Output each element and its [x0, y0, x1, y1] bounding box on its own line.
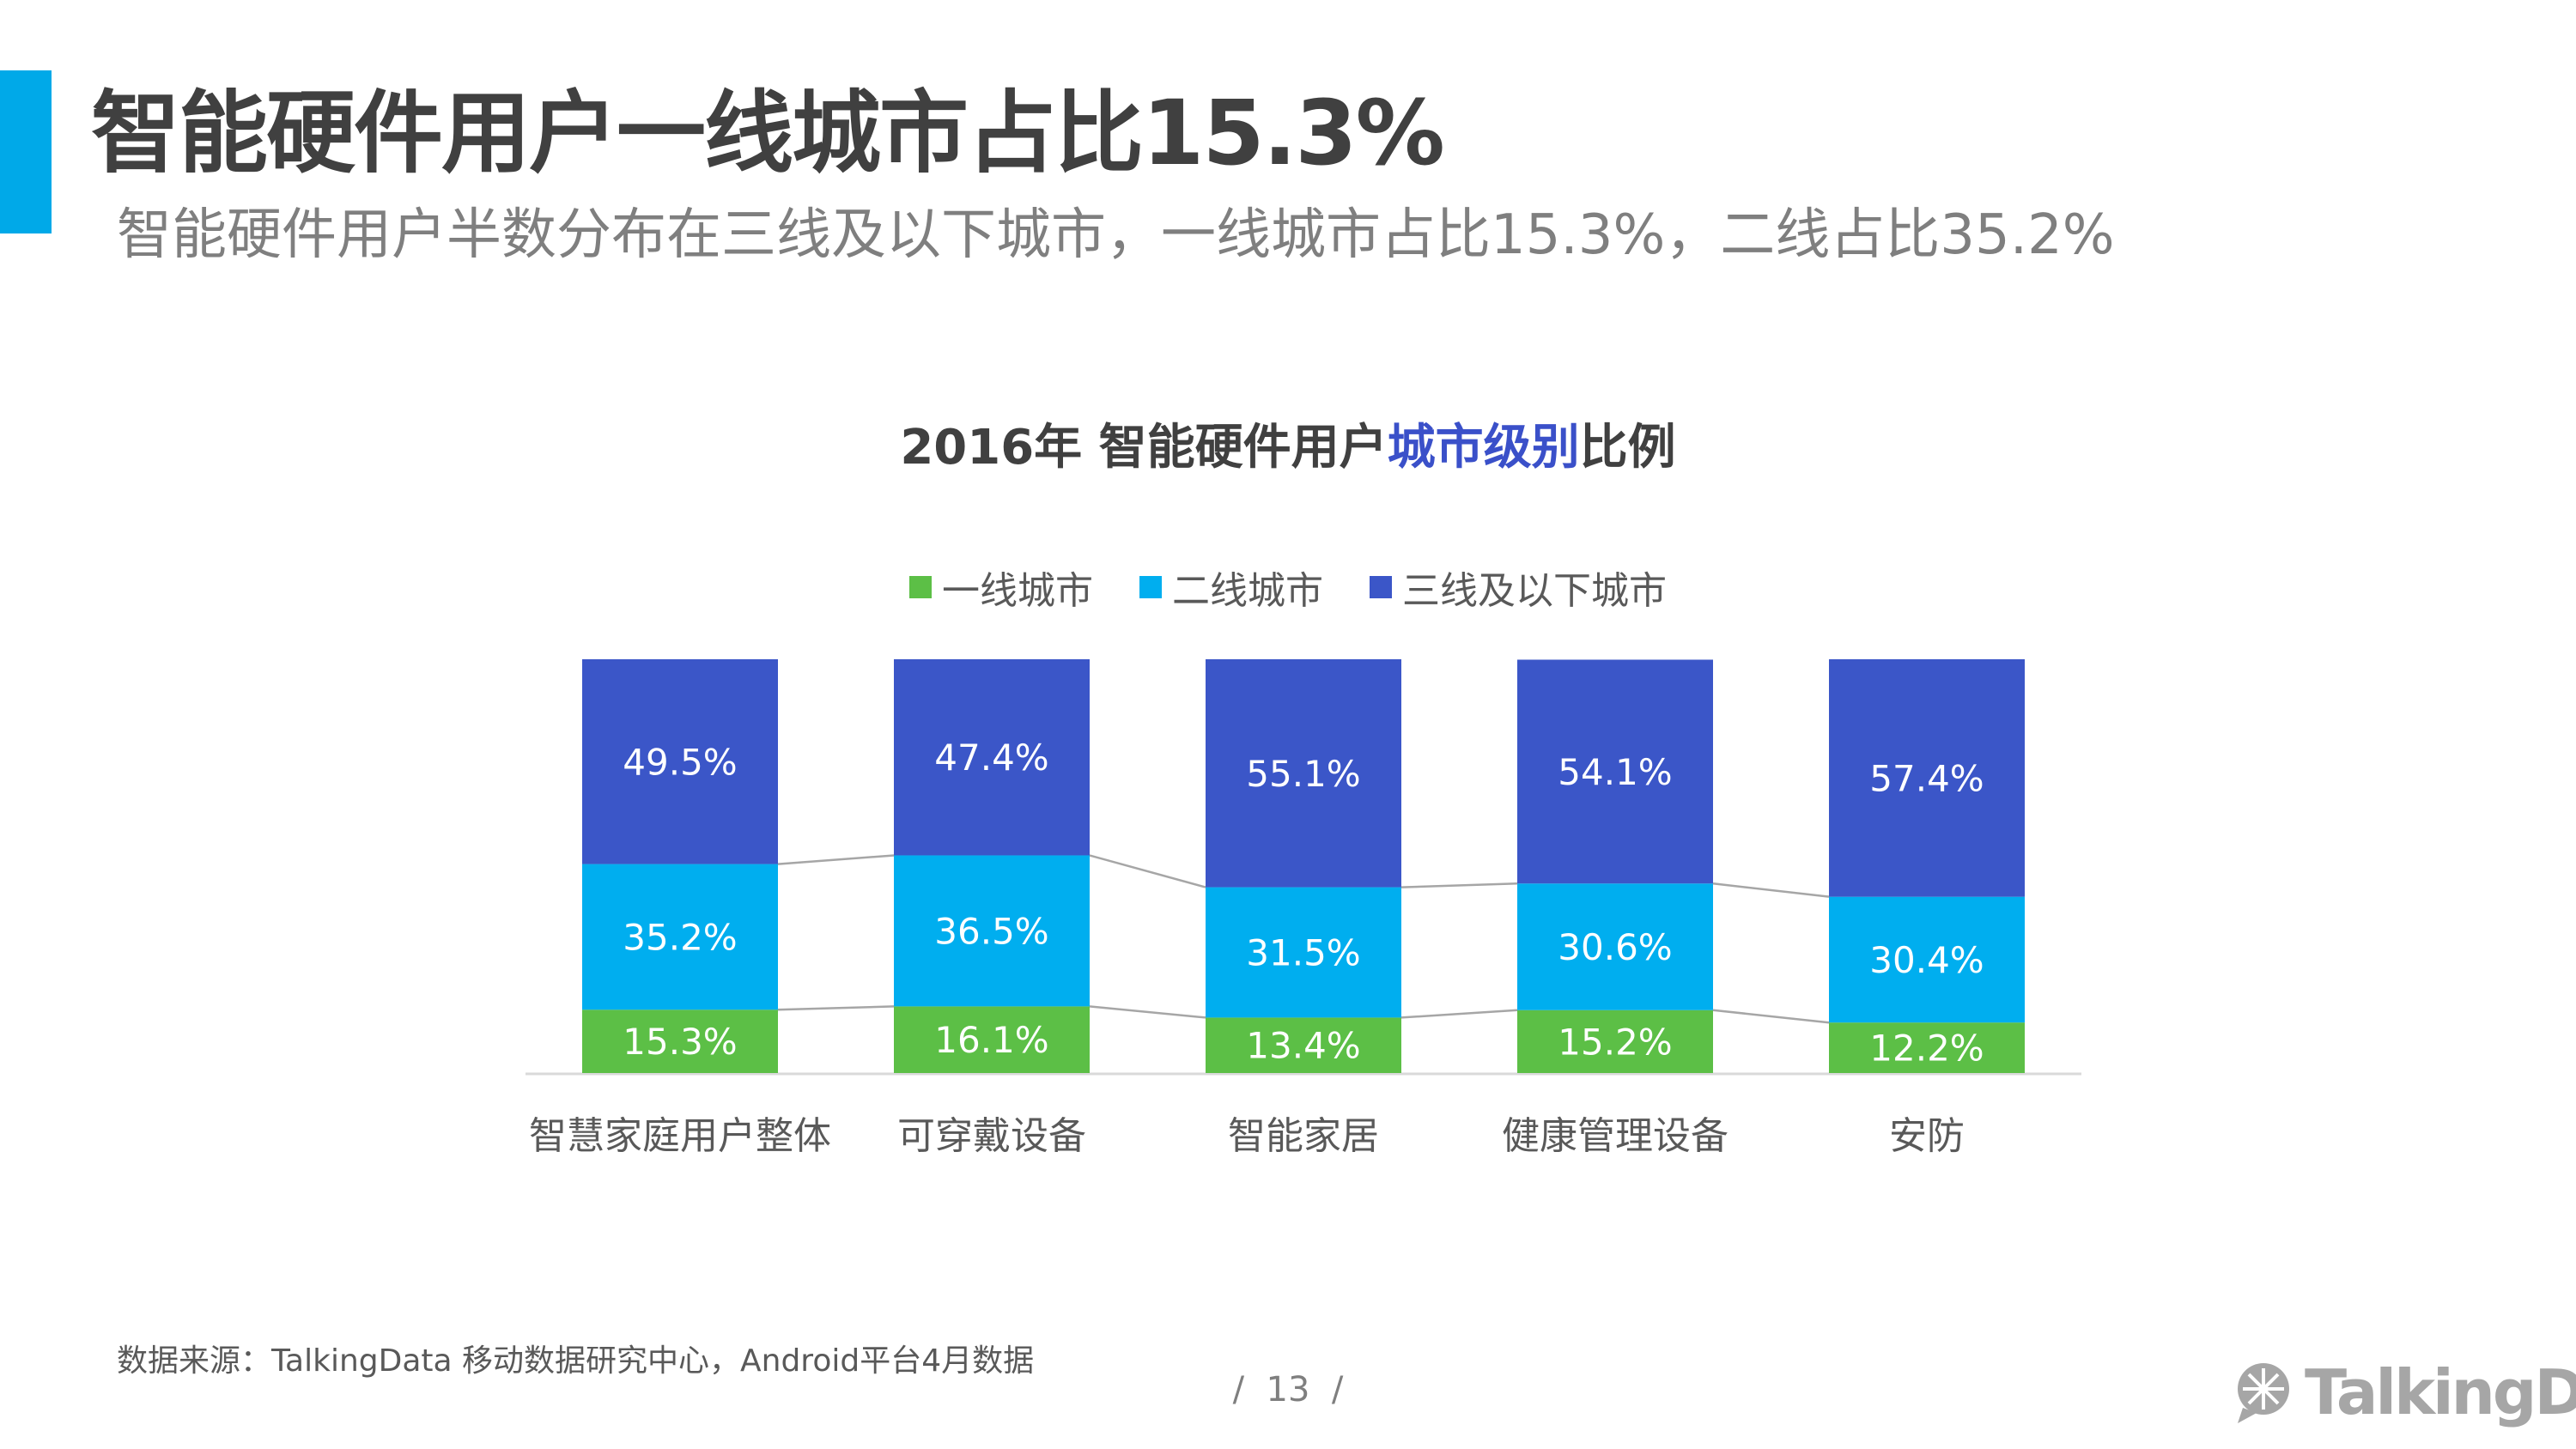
bar-segment: [1517, 883, 1713, 1010]
legend-swatch-tier1: [909, 576, 932, 598]
series-connector-line: [777, 854, 895, 865]
chart-legend: 一线城市 二线城市 三线及以下城市: [0, 560, 2576, 615]
bar-segment: [1206, 887, 1401, 1018]
logo-icon: [2238, 1363, 2289, 1423]
bar-segment: [1829, 659, 2025, 897]
page-subtitle: 智能硬件用户半数分布在三线及以下城市，一线城市占比15.3%，二线占比35.2%: [117, 203, 2115, 267]
bar-data-label: 13.4%: [1246, 1025, 1360, 1067]
bar-data-label: 15.2%: [1558, 1021, 1672, 1063]
x-tick-label: 安防: [1889, 1114, 1965, 1158]
bar-data-label: 12.2%: [1869, 1028, 1984, 1070]
bar-data-label: 35.2%: [623, 916, 737, 958]
bar-data-label: 47.4%: [934, 737, 1048, 779]
bar-data-label: 57.4%: [1869, 757, 1984, 799]
series-connector-line: [1712, 882, 1830, 898]
series-connector-line: [1400, 882, 1518, 888]
bar-segment: [582, 1009, 778, 1073]
page-title: 智能硬件用户一线城市占比15.3%: [91, 81, 1445, 185]
chart-title: 2016年 智能硬件用户城市级别比例: [0, 409, 2576, 478]
bar-segment: [894, 659, 1090, 856]
bar-segment: [1517, 659, 1713, 884]
data-source-note: 数据来源：TalkingData 移动数据研究中心，Android平台4月数据: [117, 1343, 1035, 1379]
bar-segment: [894, 1006, 1090, 1073]
chart-title-suffix: 比例: [1579, 420, 1676, 476]
series-connector-line: [1089, 1005, 1206, 1019]
x-tick-label: 健康管理设备: [1502, 1114, 1728, 1158]
logo-text: TalkingData: [2305, 1356, 2576, 1428]
legend-swatch-tier3: [1370, 576, 1392, 598]
page-number: / 13 /: [1232, 1370, 1344, 1410]
legend-item-tier1: 一线城市: [909, 560, 1093, 615]
bar-segment: [1829, 896, 2025, 1023]
talkingdata-logo: TalkingData: [2231, 1356, 2576, 1428]
legend-label-tier3: 三线及以下城市: [1402, 569, 1667, 613]
series-connector-line: [1089, 854, 1206, 888]
bar-data-label: 55.1%: [1246, 753, 1360, 795]
legend-item-tier3: 三线及以下城市: [1370, 560, 1667, 615]
bar-data-label: 54.1%: [1558, 751, 1672, 793]
legend-item-tier2: 二线城市: [1139, 560, 1323, 615]
bar-segment: [894, 855, 1090, 1007]
x-tick-label: 智慧家庭用户整体: [529, 1114, 831, 1158]
legend-label-tier2: 二线城市: [1172, 569, 1323, 613]
bar-segment: [1206, 1017, 1401, 1073]
bar-data-label: 16.1%: [934, 1019, 1048, 1061]
bar-data-label: 15.3%: [623, 1021, 737, 1063]
chart-title-highlight: 城市级别: [1387, 420, 1580, 476]
series-connector-line: [1400, 1009, 1518, 1019]
bar-data-label: 30.6%: [1558, 926, 1672, 968]
x-tick-label: 智能家居: [1228, 1114, 1379, 1158]
chart-title-prefix: 2016年 智能硬件用户: [900, 420, 1388, 476]
bar-data-label: 49.5%: [623, 741, 737, 783]
series-connector-line: [777, 1005, 895, 1011]
bar-data-label: 31.5%: [1246, 931, 1360, 973]
bar-data-label: 30.4%: [1869, 939, 1984, 981]
x-tick-label: 可穿戴设备: [897, 1114, 1086, 1158]
bar-segment: [1829, 1022, 2025, 1073]
bar-segment: [582, 659, 778, 864]
bar-data-label: 36.5%: [934, 910, 1048, 952]
legend-label-tier1: 一线城市: [942, 569, 1093, 613]
legend-swatch-tier2: [1139, 576, 1162, 598]
title-accent-bar: [0, 70, 52, 233]
series-connector-line: [1712, 1009, 1830, 1024]
bar-segment: [582, 864, 778, 1010]
bar-segment: [1517, 1009, 1713, 1073]
bar-segment: [1206, 659, 1401, 888]
